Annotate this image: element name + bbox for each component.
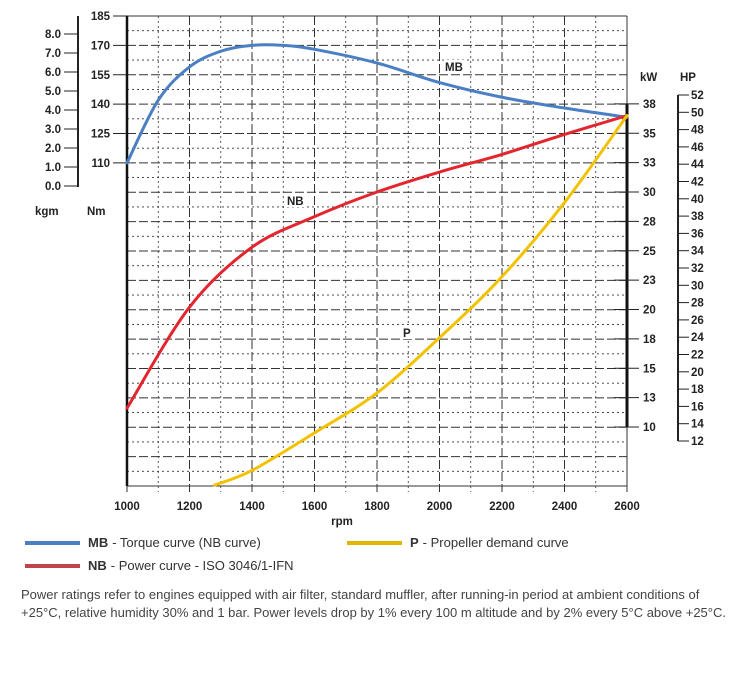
legend-text: - Propeller demand curve [422,535,569,550]
hp-tick-label: 50 [691,107,704,119]
hp-tick-label: 38 [691,211,704,223]
series-line-nb [125,114,629,410]
annotation-bg [402,326,413,339]
legend-swatch-p [347,540,402,545]
legend-key: P [410,535,419,550]
legend-text: - Power curve - ISO 3046/1-IFN [110,558,294,573]
x-tick-label: 2000 [427,501,453,513]
hp-tick-label: 36 [691,228,704,240]
kgm-tick-label: 2.0 [45,143,61,155]
nm-tick-label: 155 [91,70,111,82]
kw-tick-label: 23 [643,275,656,287]
series-line-p [213,114,629,487]
hp-tick-label: 48 [691,125,704,137]
x-tick-label: 2600 [614,501,640,513]
kw-tick-label: 38 [643,99,656,111]
hp-tick-label: 16 [691,401,704,413]
legend-item-mb: MB - Torque curve (NB curve) [25,535,261,550]
curve-label-mb: MB [445,62,463,74]
kw-tick-label: 28 [643,216,656,228]
hp-tick-label: 30 [691,280,704,292]
x-tick-label: 1600 [302,501,328,513]
hp-tick-label: 52 [691,90,704,102]
x-tick-label: 1400 [239,501,265,513]
kw-tick-label: 20 [643,305,656,317]
kgm-tick-label: 5.0 [45,86,61,98]
kgm-tick-label: 6.0 [45,67,61,79]
hp-tick-label: 14 [691,419,704,431]
hp-tick-label: 26 [691,315,704,327]
kgm-tick-label: 8.0 [45,29,61,41]
x-axis-label: rpm [331,516,353,528]
legend-item-nb: NB - Power curve - ISO 3046/1-IFN [25,558,294,573]
series-line-mb [125,43,629,165]
nm-axis-label: Nm [87,206,106,218]
kgm-axis-label: kgm [35,206,59,218]
hp-tick-label: 32 [691,263,704,275]
hp-tick-label: 40 [691,194,704,206]
kw-tick-label: 35 [643,128,656,140]
hp-tick-label: 18 [691,384,704,396]
x-tick-label: 1000 [114,501,140,513]
legend-swatch-mb [25,540,80,545]
hp-tick-label: 22 [691,350,704,362]
hp-tick-label: 34 [691,246,704,258]
kw-tick-label: 10 [643,422,656,434]
kgm-tick-label: 1.0 [45,162,61,174]
nm-tick-label: 125 [91,129,111,141]
kgm-tick-label: 4.0 [45,105,61,117]
hp-tick-label: 44 [691,159,704,171]
footnote: Power ratings refer to engines equipped … [21,587,726,620]
kw-tick-label: 18 [643,334,656,346]
curve-label-nb: NB [287,196,304,208]
legend-text: - Torque curve (NB curve) [112,535,261,550]
nm-tick-label: 185 [91,11,111,23]
hp-tick-label: 20 [691,367,704,379]
hp-tick-label: 24 [691,332,704,344]
legend-key: MB [88,535,109,550]
annotation-bg [286,194,306,207]
x-tick-label: 2200 [489,501,515,513]
annotation-bg [444,60,464,73]
x-tick-label: 1800 [364,501,390,513]
kw-tick-label: 33 [643,158,656,170]
nm-tick-label: 170 [91,40,110,52]
kw-tick-label: 15 [643,363,656,375]
curve-label-p: P [403,328,411,340]
kgm-tick-label: 3.0 [45,124,61,136]
hp-tick-label: 12 [691,436,704,448]
power-torque-chart: 1000 1200 1400 1600 1800 2000 2200 2400 2600 rpm 8… [35,11,704,528]
legend-key: NB [88,558,107,573]
kw-tick-label: 25 [643,246,656,258]
hp-axis-label: HP [680,72,696,84]
hp-tick-label: 28 [691,298,704,310]
kw-axis-label: kW [640,72,657,84]
hp-tick-label: 42 [691,177,704,189]
nm-tick-label: 140 [91,99,110,111]
kw-tick-label: 13 [643,393,656,405]
kgm-tick-label: 7.0 [45,48,61,60]
kw-tick-label: 30 [643,187,656,199]
kgm-tick-label: 0.0 [45,181,61,193]
legend-item-p: P - Propeller demand curve [347,535,569,550]
x-tick-label: 1200 [177,501,203,513]
x-tick-label: 2400 [552,501,578,513]
hp-tick-label: 46 [691,142,704,154]
nm-tick-label: 110 [91,158,110,170]
legend-swatch-nb [25,563,80,568]
